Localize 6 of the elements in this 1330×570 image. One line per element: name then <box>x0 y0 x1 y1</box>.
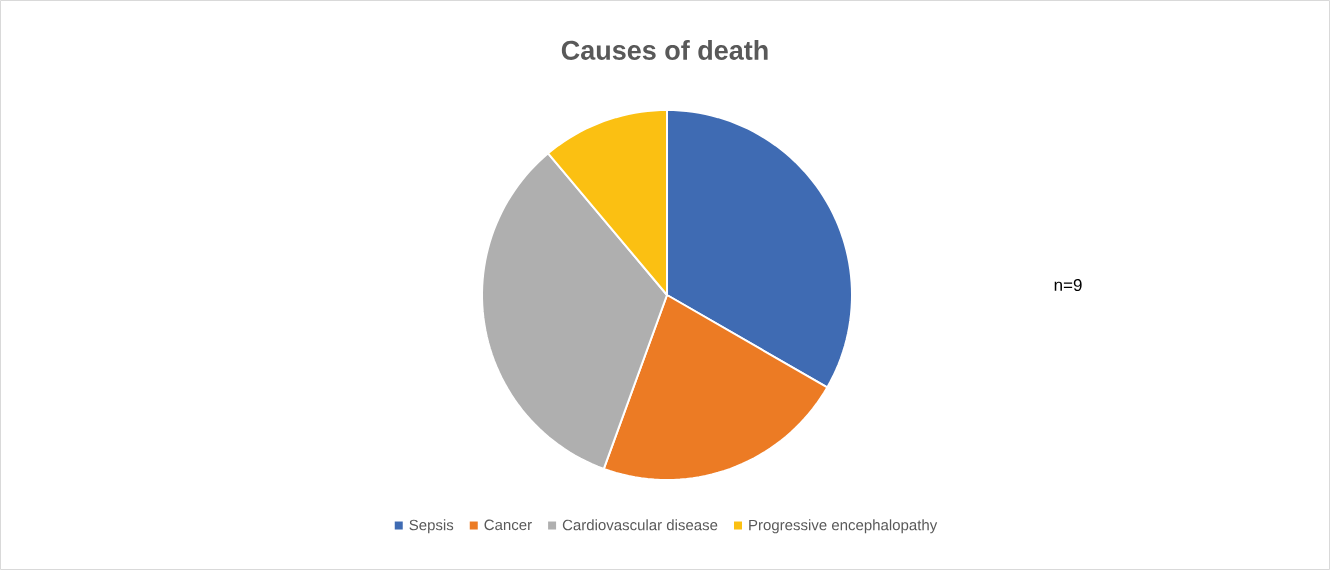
legend-label: Cardiovascular disease <box>562 519 718 531</box>
chart-title: Causes of death <box>561 40 768 60</box>
legend-label: Cancer <box>484 519 532 531</box>
legend-label: Sepsis <box>409 519 454 534</box>
legend-label: Progressive encephalopathy <box>749 519 938 534</box>
text: n=9 <box>1054 278 1082 292</box>
